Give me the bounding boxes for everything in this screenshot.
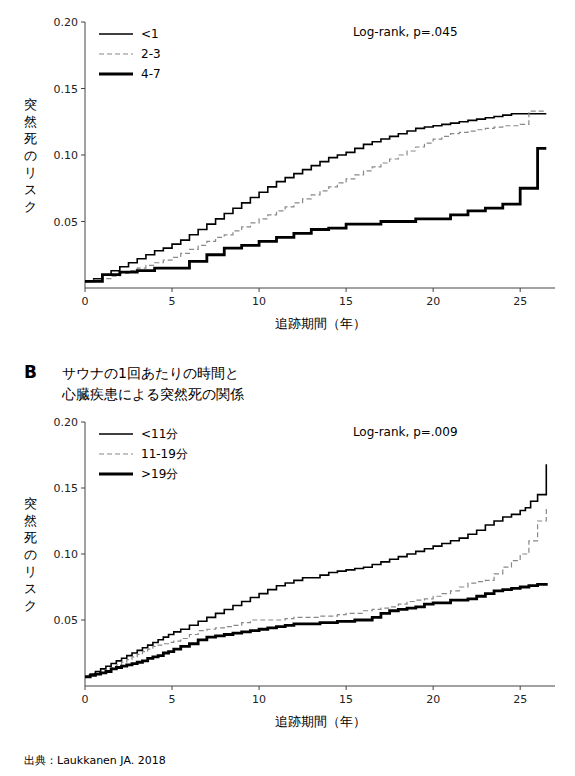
y-axis-label-char: の [24, 547, 37, 562]
legend-swatch [99, 53, 133, 54]
background [0, 0, 575, 776]
x-tick-label: 15 [339, 693, 353, 706]
y-axis-label-char: 然 [24, 513, 37, 528]
legend-label: 2-3 [141, 47, 161, 61]
x-tick-label: 5 [169, 295, 176, 308]
x-tick-label: 0 [82, 693, 89, 706]
y-axis-label-char: 死 [24, 131, 37, 146]
y-tick [81, 22, 85, 23]
y-axis-label-char: リ [24, 564, 37, 579]
y-axis-label-char: ス [24, 581, 37, 596]
y-axis-label-char: 突 [24, 496, 37, 511]
x-tick-label: 0 [82, 295, 89, 308]
legend-swatch [99, 473, 133, 476]
x-tick [172, 288, 173, 292]
legend-label: 4-7 [141, 67, 161, 81]
y-tick [81, 88, 85, 89]
y-axis-label-char: リ [24, 165, 37, 180]
y-tick-label: 0.05 [54, 216, 79, 229]
y-tick-label: 0.10 [54, 548, 79, 561]
y-tick-label: 0.15 [54, 83, 79, 96]
x-tick-label: 25 [513, 693, 527, 706]
series-line [85, 111, 546, 281]
y-tick [81, 488, 85, 489]
y-axis-label-char: ク [24, 598, 37, 613]
legend-label: <11分 [141, 427, 178, 441]
y-axis-label: 突然死のリスク [24, 496, 37, 613]
subtitle: 心臓疾患による突然死の関係 [61, 386, 244, 402]
legend-label: >19分 [141, 467, 178, 481]
y-tick-label: 0.10 [54, 149, 79, 162]
y-tick [81, 554, 85, 555]
y-axis-label-char: ス [24, 182, 37, 197]
x-tick-label: 5 [169, 693, 176, 706]
x-axis-line [85, 288, 555, 289]
y-axis-label-char: ク [24, 199, 37, 214]
x-tick [85, 686, 86, 690]
y-tick-label: 0.20 [54, 16, 79, 29]
y-axis-label-char: 死 [24, 530, 37, 545]
legend-swatch [99, 453, 133, 454]
series-line [85, 148, 546, 281]
y-tick [81, 422, 85, 423]
title: サウナの1回あたりの時間と [62, 365, 239, 381]
x-tick-label: 10 [252, 295, 266, 308]
source-note: 出典：Laukkanen JA. 2018 [24, 754, 166, 767]
panel-label: B [24, 362, 37, 382]
x-tick-label: 10 [252, 693, 266, 706]
chart-panel: 0.05 0.10 0.15 0.20 0 5 10 15 20 25 追跡期間（年） 突然死のリスク… [24, 16, 556, 331]
figure: 0.050.100.150.200510152025追跡期間（年）突然死のリスク… [0, 0, 575, 776]
y-tick [81, 155, 85, 156]
plot-area [85, 111, 546, 281]
series-line [85, 114, 546, 282]
legend-swatch [99, 433, 133, 435]
x-tick [520, 288, 521, 292]
y-axis-label: 突然死のリスク [24, 97, 37, 214]
x-tick-label: 20 [426, 295, 440, 308]
legend: <11分 11-19分 >19分 [99, 427, 188, 481]
legend: <1 2-3 4-7 [99, 27, 161, 81]
series-line [85, 583, 546, 677]
series-line [85, 464, 546, 677]
x-tick [433, 288, 434, 292]
series-line [85, 508, 546, 677]
x-tick [172, 686, 173, 690]
x-axis-line [85, 686, 555, 687]
logrank-annotation: Log-rank, p=.009 [353, 425, 458, 439]
x-tick-label: 15 [339, 295, 353, 308]
page: 0.050.100.150.200510152025追跡期間（年）突然死のリスク… [0, 0, 575, 776]
logrank-annotation: Log-rank, p=.045 [353, 25, 458, 39]
x-tick-label: 20 [426, 693, 440, 706]
x-tick [259, 686, 260, 690]
x-axis-label: 追跡期間（年） [275, 316, 366, 331]
chart-panel: サウナの1回あたりの時間と心臓疾患による突然死の関係 0.05 0.10 0.15 0.… [24, 362, 556, 767]
legend-swatch [99, 33, 133, 35]
x-tick [346, 686, 347, 690]
y-axis-label-char: 然 [24, 114, 37, 129]
y-tick-label: 0.20 [54, 416, 79, 429]
x-tick [520, 686, 521, 690]
x-tick [433, 686, 434, 690]
x-tick [346, 288, 347, 292]
y-tick [81, 620, 85, 621]
x-axis-label: 追跡期間（年） [275, 714, 366, 729]
plot-area [85, 464, 546, 677]
legend-swatch [99, 73, 133, 76]
y-tick-label: 0.05 [54, 614, 79, 627]
x-tick-label: 25 [513, 295, 527, 308]
legend-label: <1 [141, 27, 159, 41]
y-axis-label-char: の [24, 148, 37, 163]
x-tick [85, 288, 86, 292]
x-tick [259, 288, 260, 292]
y-tick-label: 0.15 [54, 482, 79, 495]
y-axis-label-char: 突 [24, 97, 37, 112]
legend-label: 11-19分 [141, 447, 188, 461]
y-tick [81, 221, 85, 222]
